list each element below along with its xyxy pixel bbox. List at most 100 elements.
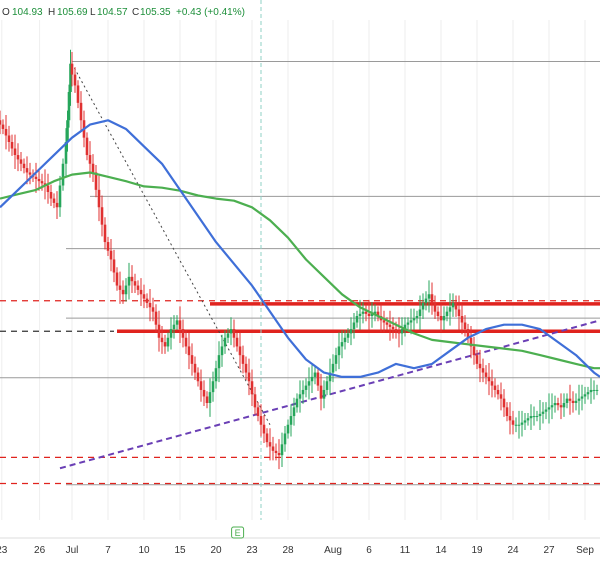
candle-body [16, 155, 20, 160]
candle-body [391, 326, 395, 330]
purple-trendline[interactable] [59, 319, 600, 470]
candle-body [520, 422, 524, 425]
candle-body [361, 311, 365, 314]
candle-body [286, 424, 290, 434]
candle-body [316, 372, 320, 386]
down-trendline[interactable] [71, 63, 271, 425]
ohlc-change-value: +0.43 (+0.41%) [176, 7, 245, 18]
candle-body [205, 396, 209, 403]
candle-body [331, 363, 335, 373]
candle-body [559, 405, 563, 408]
candle-body [454, 302, 458, 310]
ohlc-low-label: L [90, 7, 96, 18]
x-tick-label: 24 [507, 545, 519, 556]
candle-body [244, 363, 248, 373]
candle-body [328, 372, 332, 382]
candle-body [433, 302, 437, 312]
candle-body [217, 355, 221, 369]
candle-body [562, 403, 566, 408]
candle-body [172, 324, 176, 330]
ohlc-close-label: C [132, 7, 139, 18]
candle-body [334, 355, 338, 364]
candle-body [85, 137, 89, 156]
candle-body [55, 202, 59, 208]
candle-body [529, 416, 533, 419]
candle-body [118, 285, 122, 290]
candle-body [66, 120, 69, 142]
candle-body [499, 394, 503, 399]
candle-body [247, 372, 251, 382]
ohlc-open-value: 104.93 [12, 7, 43, 18]
candle-body [94, 172, 98, 190]
candle-body [34, 176, 38, 179]
candle-body [40, 181, 44, 184]
candle-body [1, 124, 5, 129]
candle-body [163, 342, 167, 347]
candle-body [124, 285, 128, 295]
candle-body [517, 424, 521, 426]
candle-body [97, 189, 101, 208]
candle-body [70, 63, 74, 75]
candle-body [148, 302, 152, 308]
candle-body [121, 289, 125, 295]
candle-body [229, 329, 233, 334]
x-tick-label: Sep [576, 545, 594, 556]
x-tick-label: 6 [366, 545, 372, 556]
x-tick-label: 27 [543, 545, 555, 556]
candle-body [460, 316, 464, 323]
candle-body [505, 407, 509, 417]
candle-body [109, 250, 113, 260]
candle-body [214, 368, 218, 382]
candle-body [133, 281, 137, 286]
candle-body [406, 322, 410, 325]
candle-body [313, 372, 317, 377]
candle-body [382, 320, 386, 323]
moving-average-fast[interactable] [0, 119, 600, 378]
candle-body [211, 381, 215, 393]
x-tick-label: 15 [174, 545, 186, 556]
candle-body [28, 172, 32, 175]
candle-body [7, 135, 11, 142]
candle-body [352, 322, 356, 330]
candle-body [193, 363, 197, 373]
candle-body [271, 446, 275, 451]
candle-body [256, 407, 260, 417]
candle-body [472, 346, 476, 356]
ohlc-high-label: H [48, 7, 55, 18]
candle-body [526, 418, 530, 421]
candle-body [310, 376, 314, 382]
x-tick-label: 28 [282, 545, 294, 556]
candle-body [49, 192, 53, 199]
candle-body [430, 294, 434, 303]
candle-body [4, 128, 8, 136]
candle-body [73, 74, 77, 86]
candle-body [112, 259, 116, 273]
candle-body [79, 102, 83, 121]
candle-body [349, 329, 353, 334]
candle-body [355, 316, 359, 323]
candle-body [301, 389, 305, 395]
candle-body [340, 342, 344, 347]
candle-body [574, 400, 578, 403]
candle-body [322, 389, 326, 399]
candle-body [487, 376, 491, 382]
moving-average-slow[interactable] [0, 171, 600, 370]
candle-body [364, 311, 368, 314]
candle-body [514, 424, 518, 426]
candle-body [250, 381, 254, 395]
event-marker-badge[interactable] [231, 526, 245, 539]
x-axis-strip [0, 538, 600, 560]
candle-body [373, 311, 377, 314]
candle-body [466, 329, 470, 338]
candle-body [388, 324, 392, 327]
candle-body [52, 198, 56, 203]
candle-body [523, 420, 527, 423]
candle-body [58, 185, 62, 208]
candle-body [46, 185, 50, 193]
x-tick-label: 10 [138, 545, 150, 556]
candle-body [169, 329, 173, 338]
x-tick-label: Jul [66, 545, 79, 556]
